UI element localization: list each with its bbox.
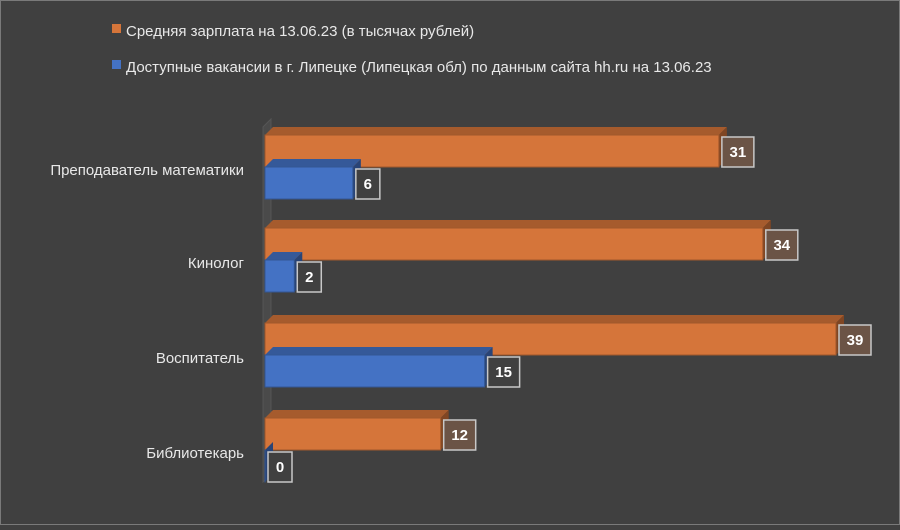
bar-front-face	[265, 355, 485, 387]
data-label-text: 31	[730, 144, 747, 161]
category-label-1: Преподаватель математики	[50, 162, 244, 179]
bar-vacancies-1	[265, 159, 361, 199]
legend-item-1: Средняя зарплата на 13.06.23 (в тысячах …	[112, 23, 474, 40]
bar-front-face	[265, 418, 441, 450]
legend-swatch-2	[112, 60, 121, 69]
data-label-text: 12	[451, 427, 468, 444]
bar-top-face	[265, 410, 449, 418]
data-label-salary-1: 31	[722, 137, 754, 167]
category-label-4: Библиотекарь	[146, 445, 244, 462]
category-label-3: Воспитатель	[156, 350, 244, 367]
bar-vacancies-3	[265, 347, 493, 387]
category-label-2: Кинолог	[188, 255, 245, 272]
bar-top-face	[265, 127, 727, 135]
bar-top-face	[265, 220, 771, 228]
legend-label-1: Средняя зарплата на 13.06.23 (в тысячах …	[126, 23, 474, 40]
data-label-salary-4: 12	[444, 420, 476, 450]
data-label-text: 0	[276, 459, 284, 476]
data-label-text: 15	[495, 364, 512, 381]
data-label-salary-3: 39	[839, 325, 871, 355]
legend-swatch-1	[112, 24, 121, 33]
bar-salary-2	[265, 220, 771, 260]
data-label-text: 39	[847, 332, 864, 349]
bar-front-face	[265, 167, 353, 199]
data-label-text: 2	[305, 269, 313, 286]
data-label-vacancies-1: 6	[356, 169, 380, 199]
data-label-vacancies-2: 2	[297, 262, 321, 292]
bar-salary-4	[265, 410, 449, 450]
data-label-salary-2: 34	[766, 230, 798, 260]
data-label-text: 6	[364, 176, 372, 193]
legend-label-2: Доступные вакансии в г. Липецке (Липецка…	[126, 59, 712, 76]
bar-top-face	[265, 315, 844, 323]
legend-item-2: Доступные вакансии в г. Липецке (Липецка…	[112, 59, 712, 76]
data-label-vacancies-4: 0	[268, 452, 292, 482]
bar-front-face	[265, 260, 294, 292]
bar-top-face	[265, 347, 493, 355]
bar-front-face	[265, 228, 763, 260]
data-label-vacancies-3: 15	[488, 357, 520, 387]
data-label-text: 34	[773, 237, 790, 254]
bar-top-face	[265, 159, 361, 167]
